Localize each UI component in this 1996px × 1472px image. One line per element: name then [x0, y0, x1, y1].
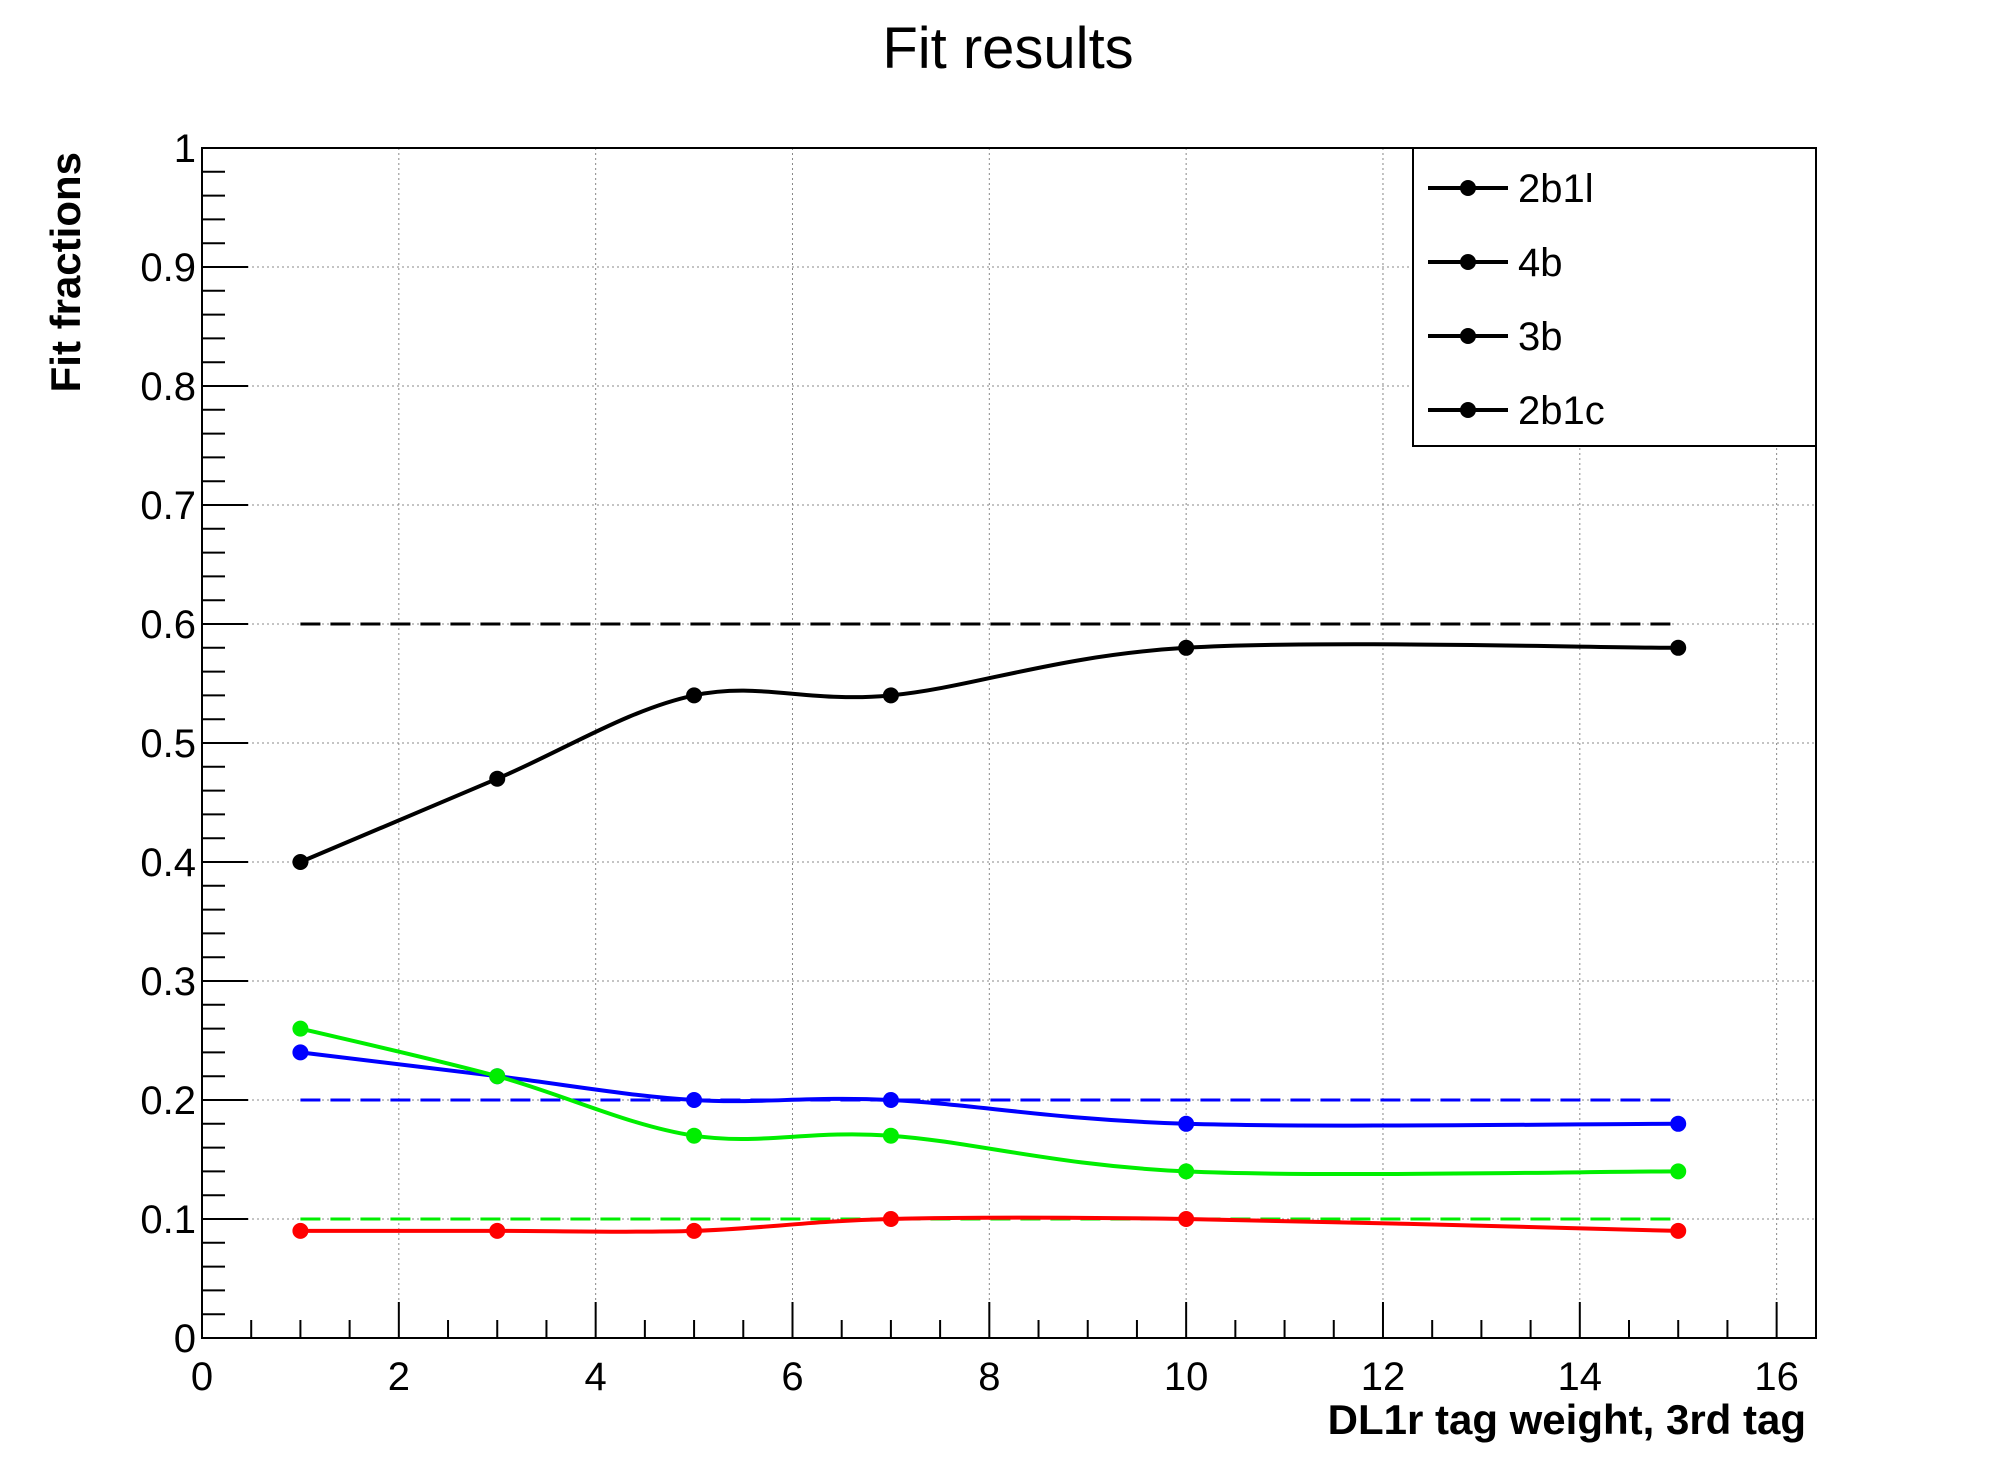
data-point: [292, 1222, 309, 1239]
data-point: [882, 687, 899, 704]
x-axis-title: DL1r tag weight, 3rd tag: [1328, 1396, 1806, 1443]
data-point: [882, 1127, 899, 1144]
x-tick-label: 8: [978, 1355, 1000, 1399]
data-point: [686, 687, 703, 704]
x-tick-label: 0: [191, 1355, 213, 1399]
x-tick-label: 4: [585, 1355, 607, 1399]
tick-labels: 0 2 4 6 8 10 12 14 16 0 0.1 0.2 0.3 0.4 0.5 0.6 0.7 0.8 0.…: [140, 127, 1798, 1399]
data-point: [489, 1222, 506, 1239]
data-point: [882, 1092, 899, 1108]
data-point: [489, 770, 506, 787]
data-point: [292, 1020, 309, 1037]
data-point: [1670, 1163, 1687, 1180]
data-point: [1670, 639, 1687, 656]
y-tick-label: 1: [174, 127, 196, 171]
data-point: [292, 854, 309, 870]
legend-marker: [1460, 328, 1476, 344]
x-tick-label: 6: [781, 1355, 803, 1399]
data-point: [686, 1092, 703, 1108]
data-point: [292, 1044, 309, 1061]
legend-marker: [1460, 254, 1476, 270]
data-point: [686, 1222, 703, 1239]
legend-label: 2b1c: [1518, 389, 1605, 433]
data-point: [882, 1211, 899, 1227]
y-tick-label: 0.1: [140, 1198, 196, 1242]
y-axis-title: Fit fractions: [42, 152, 89, 392]
data-point: [1670, 1115, 1687, 1132]
data-point: [1178, 1211, 1195, 1227]
data-point: [489, 1068, 506, 1085]
x-tick-label: 2: [388, 1355, 410, 1399]
y-tick-label: 0.5: [140, 722, 196, 766]
axis-ticks: [201, 147, 1778, 1339]
y-tick-label: 0: [174, 1317, 196, 1361]
legend: 2b1l 4b 3b 2b1c: [1412, 147, 1817, 447]
x-tick-label: 14: [1558, 1355, 1603, 1399]
legend-marker: [1460, 402, 1476, 418]
reference-lines: [300, 622, 1679, 1221]
y-tick-label: 0.3: [140, 960, 196, 1004]
data-point: [1670, 1222, 1687, 1239]
data-point: [1178, 1115, 1195, 1132]
y-tick-label: 0.9: [140, 246, 196, 290]
y-tick-label: 0.2: [140, 1079, 196, 1123]
data-point: [686, 1127, 703, 1144]
data-point: [1178, 639, 1195, 656]
chart-title: Fit results: [882, 16, 1133, 81]
x-tick-label: 10: [1164, 1355, 1209, 1399]
y-tick-label: 0.8: [140, 365, 196, 409]
legend-entries: 2b1l 4b 3b 2b1c: [1428, 167, 1605, 433]
x-tick-label: 16: [1754, 1355, 1799, 1399]
data-series: [292, 639, 1687, 1239]
legend-label: 2b1l: [1518, 167, 1594, 211]
legend-marker: [1460, 180, 1476, 196]
y-tick-label: 0.4: [140, 841, 196, 885]
y-tick-label: 0.7: [140, 484, 196, 528]
y-tick-label: 0.6: [140, 603, 196, 647]
data-point: [1178, 1163, 1195, 1180]
x-tick-label: 12: [1361, 1355, 1406, 1399]
legend-box: [1412, 147, 1817, 447]
legend-label: 3b: [1518, 315, 1563, 359]
legend-label: 4b: [1518, 241, 1563, 285]
